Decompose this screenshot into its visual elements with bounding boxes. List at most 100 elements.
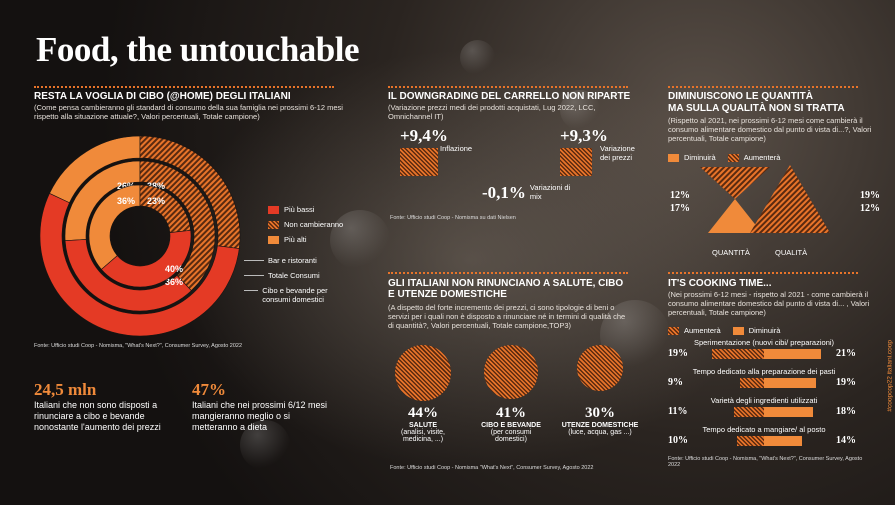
triangle-chart (700, 165, 830, 233)
legend-swatch (732, 326, 744, 335)
s3-label-quantita: QUANTITÀ (712, 248, 750, 257)
s2-heading: IL DOWNGRADING DEL CARRELLO NON RIPARTE (388, 91, 631, 102)
s3-heading-1: DIMINUISCONO LE QUANTITÀ (668, 91, 813, 102)
s4-detail: (luce, acqua, gas ...) (568, 429, 632, 436)
cook-value-aumentera: 11% (668, 406, 688, 417)
ring-legend-item: Totale Consumi (244, 271, 354, 280)
triangle-quantita-dim (708, 199, 762, 233)
s3-heading-2: MA SULLA QUALITÀ NON SI TRATTA (668, 103, 845, 114)
donut-label: 38% (147, 181, 165, 191)
legend-label: Diminuirà (684, 153, 716, 162)
cook-bar-aumentera (736, 436, 764, 446)
cook-bar-aumentera (734, 407, 764, 417)
ring-legend-line (244, 260, 264, 261)
divider (668, 272, 858, 274)
s4-heading: GLI ITALIANI NON RINUNCIANO A SALUTE, CI… (388, 278, 624, 300)
legend-item: Non cambieranno (268, 220, 343, 229)
legend-item: Diminuirà (732, 326, 780, 335)
s3-value: 12% (860, 203, 880, 214)
s4-circle (484, 345, 538, 399)
divider (388, 86, 628, 88)
s4-label: UTENZE DOMESTICHE (561, 422, 639, 429)
divider (668, 86, 858, 88)
triangle-quantita-aum (700, 167, 770, 199)
s3-subtitle: (Rispetto al 2021, nei prossimi 6-12 mes… (668, 116, 872, 143)
ring-legend-label: Totale Consumi (268, 271, 320, 280)
page-title: Food, the untouchable (36, 30, 360, 69)
stat-b: 47% Italiani che nei prossimi 6/12 mesi … (192, 380, 332, 433)
cook-category-label: Tempo dedicato alla preparazione dei pas… (692, 367, 836, 376)
legend-swatch (727, 153, 739, 162)
cook-value-aumentera: 19% (668, 348, 688, 359)
s3-label-qualita: QUALITÀ (775, 248, 808, 257)
donut-slice (101, 230, 192, 288)
legend-swatch (268, 235, 279, 244)
legend-item: Aumenterà (727, 153, 780, 162)
ring-legend-label: Bar e ristoranti (268, 256, 317, 265)
s4-pct: 30% (585, 405, 615, 421)
s2-hatch-box (400, 148, 438, 176)
vertical-tag: #coopcop22 italiani.coop (887, 340, 894, 412)
donut-label: 40% (165, 264, 183, 274)
s2-item-prezzi: +9,3% Variazione dei prezzi (560, 126, 635, 176)
stat-a-value: 24,5 mln (34, 380, 97, 399)
cook-category-label: Varietà degli ingredienti utilizzati (710, 396, 818, 405)
cook-value-aumentera: 9% (668, 377, 683, 388)
s1-subtitle: (Come pensa cambieranno gli standard di … (34, 103, 343, 121)
s4-circle (577, 345, 623, 391)
donut-label: 36% (117, 196, 135, 206)
ring-legend: Bar e ristoranti Totale Consumi Cibo e b… (244, 256, 354, 304)
s2-hatch-box (560, 148, 592, 176)
cook-bar-diminuira (764, 436, 803, 446)
s5-source: Fonte: Ufficio studi Coop - Nomisma, "Wh… (668, 456, 863, 468)
s4-label: CIBO E BEVANDE (481, 422, 541, 429)
s4-pct: 41% (496, 405, 526, 421)
s2-value: +9,4% (400, 126, 448, 145)
legend-label: Aumenterà (684, 326, 721, 335)
s4-detail: (analisi, visite, medicina, ...) (401, 429, 445, 443)
cook-bar-aumentera (739, 378, 764, 388)
s4-item-salute: 44% SALUTE (analisi, visite, medicina, .… (388, 345, 458, 443)
donut-chart: 18%27%55%26%38%36%36%23%40% (39, 135, 241, 337)
cook-category-label: Tempo dedicato a mangiare/ al posto (702, 425, 826, 434)
ring-legend-label: Cibo e bevande per consumi domestici (262, 286, 328, 304)
legend-item: Più bassi (268, 205, 343, 214)
legend-swatch (268, 220, 279, 229)
s2-label: Inflazione (440, 144, 473, 153)
stat-a-text: Italiani che non sono disposti a rinunci… (34, 400, 161, 432)
stat-b-value: 47% (192, 380, 226, 399)
s3-value: 12% (670, 190, 690, 201)
legend-swatch (268, 205, 279, 214)
s2-value: -0,1% (482, 183, 526, 202)
stat-b-text: Italiani che nei prossimi 6/12 mesi mang… (192, 400, 328, 432)
cook-value-diminuira: 14% (836, 435, 856, 446)
s5-subtitle: (Nei prossimi 6-12 mesi - rispetto al 20… (668, 290, 870, 317)
s2-item-inflazione: +9,4% Inflazione (400, 126, 472, 176)
legend-label: Più alti (284, 235, 307, 244)
s1-heading: RESTA LA VOGLIA DI CIBO (@HOME) DEGLI IT… (34, 91, 291, 102)
cook-bar-diminuira (764, 378, 816, 388)
ring-legend-line (244, 290, 259, 291)
ring-legend-item: Bar e ristoranti (244, 256, 354, 265)
s3-value: 17% (670, 203, 690, 214)
s3-value: 19% (860, 190, 880, 201)
donut-slice (64, 239, 192, 312)
legend-item: Aumenterà (668, 326, 721, 335)
donut-label: 36% (165, 277, 183, 287)
s4-pct: 44% (408, 405, 438, 421)
divider (388, 272, 628, 274)
s4-detail: (per consumi domestici) (490, 429, 532, 443)
donut-label: 26% (117, 181, 135, 191)
s4-item-utenze: 30% UTENZE DOMESTICHE (luce, acqua, gas … (560, 345, 640, 436)
s1-source: Fonte: Ufficio studi Coop - Nomisma, "Wh… (34, 343, 243, 349)
s1-legend: Più bassi Non cambieranno Più alti (268, 205, 343, 244)
s2-value: +9,3% (560, 126, 608, 145)
s4-subtitle: (A dispetto del forte incremento dei pre… (388, 303, 626, 330)
s5-heading: IT'S COOKING TIME... (668, 278, 772, 289)
cook-value-aumentera: 10% (668, 435, 688, 446)
ring-legend-line (244, 275, 264, 276)
stat-a: 24,5 mln Italiani che non sono disposti … (34, 380, 184, 433)
s4-label: SALUTE (409, 422, 437, 429)
s4-circle (395, 345, 451, 401)
